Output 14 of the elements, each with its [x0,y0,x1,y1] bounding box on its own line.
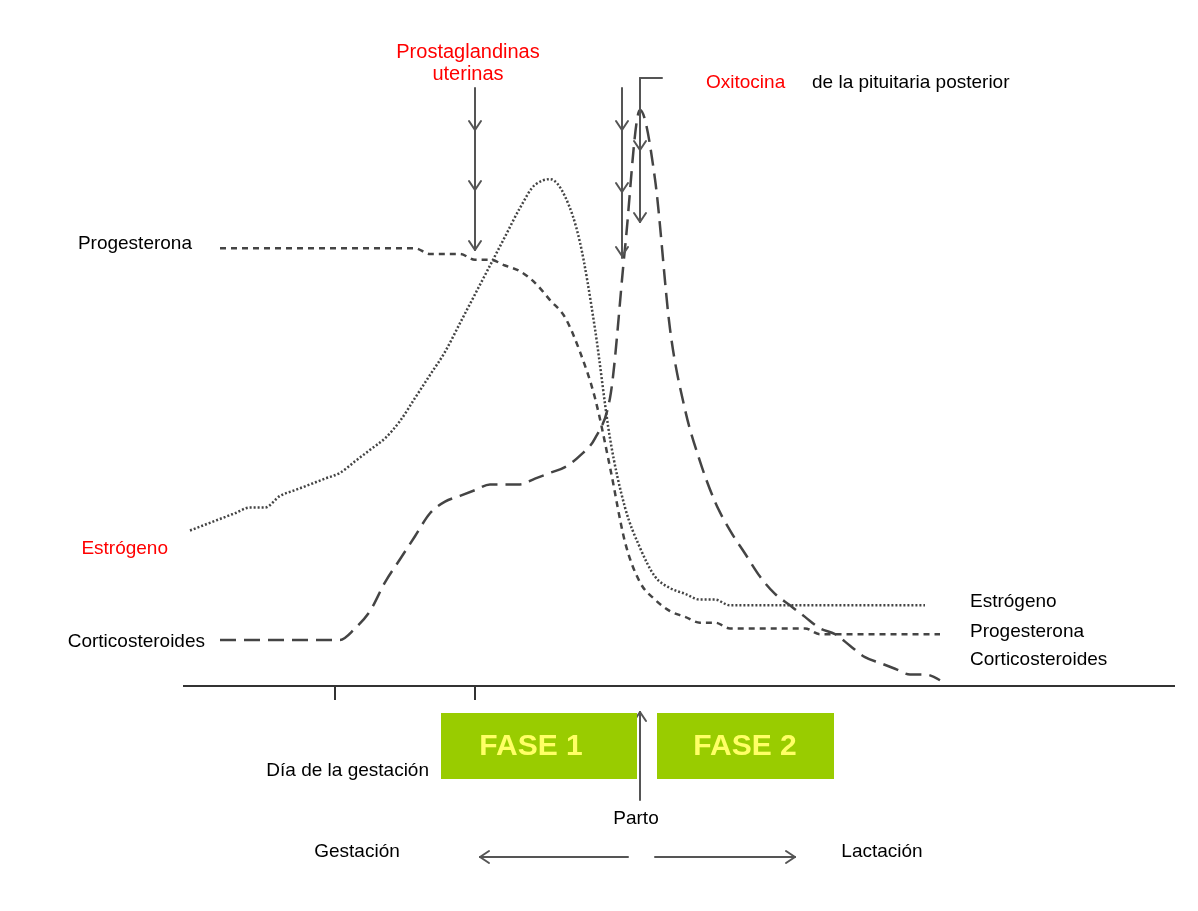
text: FASE 1 [479,728,583,761]
series-label: Estrógeno [81,537,168,558]
series-label: Progesterona [77,232,193,253]
text: Parto [613,807,659,828]
text: Gestación [314,840,400,861]
text: FASE 2 [693,728,797,761]
text: Progesterona [970,620,1085,641]
text: Oxitocina de la pituitaria posterior [706,71,1010,92]
text: Prostaglandinas uterinas [396,40,540,84]
text: Corticosteroides [970,648,1108,669]
text: Lactación [841,840,923,861]
text: Día de la gestación [266,759,429,780]
series-label: Corticosteroides [67,630,205,651]
text: Estrógeno [970,590,1057,611]
